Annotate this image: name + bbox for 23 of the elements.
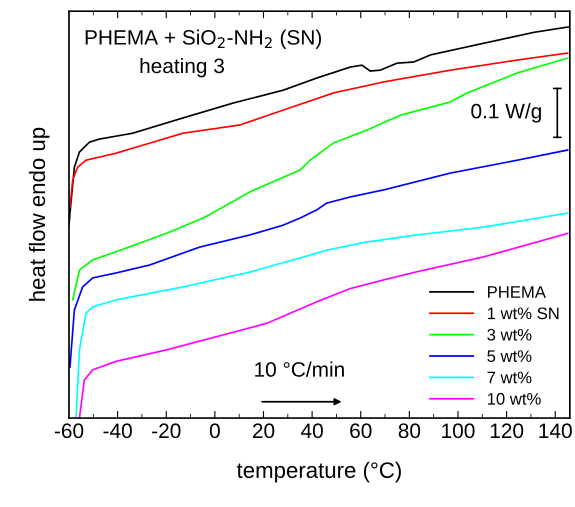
x-axis-title: temperature (°C)	[236, 462, 401, 482]
annotation: PHEMA + SiO$_{2}$-NH$_{2}$ (SN)	[86, 29, 322, 49]
annotation: 10 °C/min	[255, 362, 344, 377]
y-axis-title: heat flow endo up	[28, 128, 50, 301]
x-tick-label: 80	[398, 423, 420, 438]
legend-label: PHEMA	[488, 286, 546, 298]
x-tick-label: 120	[490, 423, 524, 438]
x-tick-label: 20	[252, 423, 274, 438]
x-tick-label: -40	[103, 423, 132, 438]
annotation: heating 3	[140, 58, 224, 78]
legend-label: 3 wt%	[487, 328, 532, 341]
legend-label: 5 wt%	[487, 350, 532, 362]
x-tick-label: 100	[442, 423, 475, 438]
x-tick-label: -60	[54, 423, 84, 438]
x-tick-label: -20	[152, 423, 180, 438]
legend-label: 10 wt%	[488, 392, 541, 405]
x-tick-label: 140	[539, 423, 572, 438]
x-tick-label: 0	[210, 423, 220, 438]
legend-label: 7 wt%	[488, 372, 532, 384]
legend-label: 1 wt% SN	[488, 307, 558, 320]
annotation: 0.1 W/g	[471, 103, 541, 123]
x-tick-label: 60	[350, 423, 372, 438]
x-tick-label: 40	[301, 423, 323, 438]
